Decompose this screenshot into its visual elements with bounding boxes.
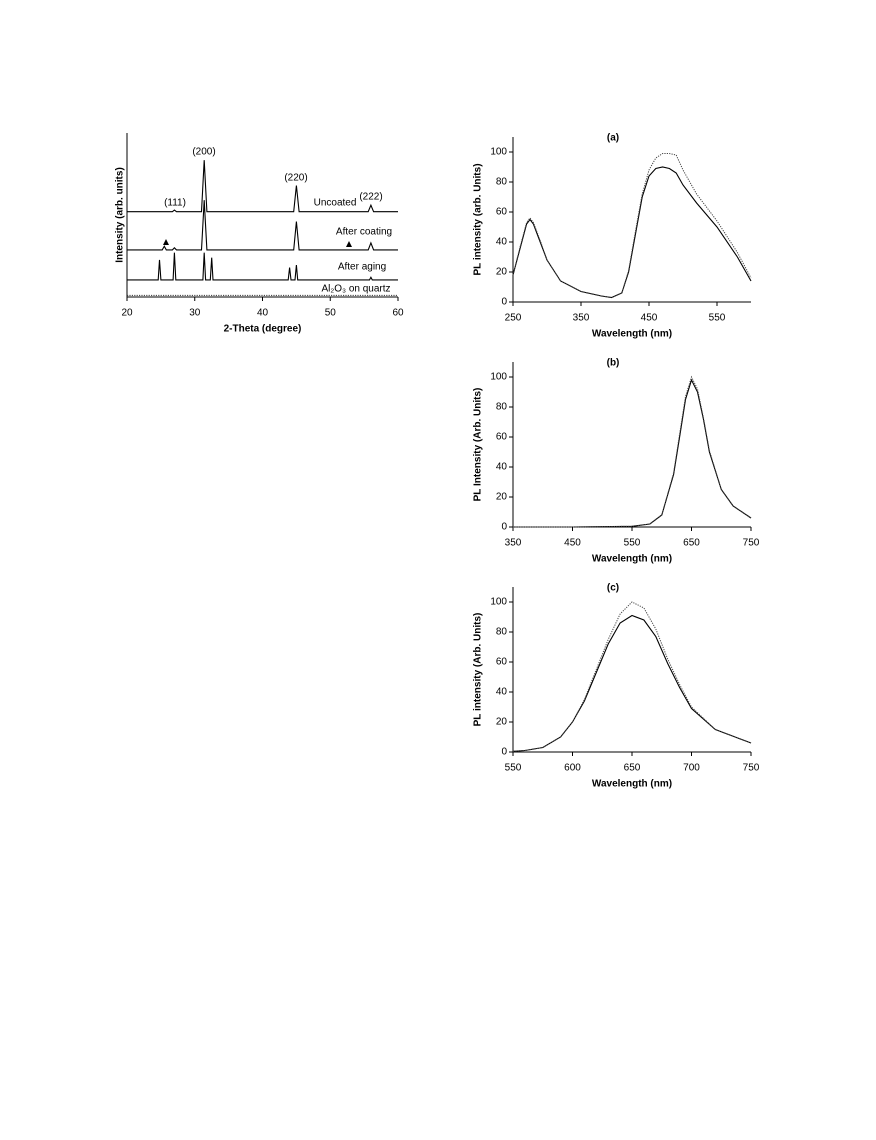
y-axis-label: Intensity (arb. units)	[115, 167, 126, 263]
peak-label: (222)	[359, 192, 382, 203]
x-axis-label: Wavelength (nm)	[592, 329, 672, 340]
y-tick-label: 40	[496, 237, 508, 248]
series-line	[512, 166, 752, 299]
x-tick-label: 20	[121, 308, 133, 319]
series-line	[127, 160, 398, 213]
y-tick-label: 100	[490, 597, 507, 608]
x-tick-label: 650	[624, 763, 641, 774]
x-tick-label: 750	[743, 538, 760, 549]
y-tick-label: 40	[496, 687, 508, 698]
x-tick-label: 750	[743, 763, 760, 774]
x-tick-label: 350	[573, 313, 590, 324]
series-label: Uncoated	[314, 198, 357, 209]
x-tick-label: 450	[564, 538, 581, 549]
x-axis-label: Wavelength (nm)	[592, 554, 672, 565]
y-axis-label: PL Intensity (Arb. Units)	[473, 388, 484, 502]
y-tick-label: 40	[496, 462, 508, 473]
y-axis-label: PL intensity (Arb. Units)	[473, 613, 484, 727]
y-tick-label: 0	[501, 297, 507, 308]
peak-label: (200)	[192, 147, 215, 158]
y-tick-label: 0	[501, 747, 507, 758]
series-line	[512, 601, 752, 752]
chart-title: (b)	[607, 358, 620, 369]
x-tick-label: 550	[505, 763, 522, 774]
x-tick-label: 550	[709, 313, 726, 324]
series-label: Al₂O₃ on quartz	[321, 284, 390, 295]
y-axis-label: PL intensity (arb. Units)	[473, 163, 484, 275]
series-line	[127, 252, 398, 281]
x-tick-label: 450	[641, 313, 658, 324]
marker-triangle	[163, 239, 169, 245]
y-tick-label: 80	[496, 177, 508, 188]
x-tick-label: 40	[257, 308, 269, 319]
y-tick-label: 80	[496, 402, 508, 413]
y-tick-label: 20	[496, 492, 508, 503]
chart-title: (c)	[607, 583, 619, 594]
series-line	[512, 153, 752, 299]
y-tick-label: 100	[490, 147, 507, 158]
x-axis-label: 2-Theta (degree)	[224, 324, 302, 335]
y-tick-label: 60	[496, 432, 508, 443]
series-label: After aging	[338, 262, 386, 273]
series-label: After coating	[336, 227, 392, 238]
chart-title: (a)	[607, 133, 619, 144]
x-tick-label: 650	[683, 538, 700, 549]
x-tick-label: 250	[505, 313, 522, 324]
y-tick-label: 60	[496, 207, 508, 218]
y-tick-label: 0	[501, 522, 507, 533]
y-tick-label: 100	[490, 372, 507, 383]
series-line	[513, 375, 752, 528]
marker-triangle	[346, 241, 352, 247]
series-line	[127, 200, 398, 251]
x-tick-label: 30	[189, 308, 201, 319]
y-tick-label: 20	[496, 267, 508, 278]
x-tick-label: 550	[624, 538, 641, 549]
x-tick-label: 50	[325, 308, 337, 319]
x-tick-label: 600	[564, 763, 581, 774]
x-axis-label: Wavelength (nm)	[592, 779, 672, 790]
x-tick-label: 350	[505, 538, 522, 549]
peak-label: (111)	[164, 198, 186, 209]
y-tick-label: 60	[496, 657, 508, 668]
peak-label: (220)	[284, 173, 307, 184]
x-tick-label: 60	[392, 308, 404, 319]
y-tick-label: 80	[496, 627, 508, 638]
x-tick-label: 700	[683, 763, 700, 774]
y-tick-label: 20	[496, 717, 508, 728]
